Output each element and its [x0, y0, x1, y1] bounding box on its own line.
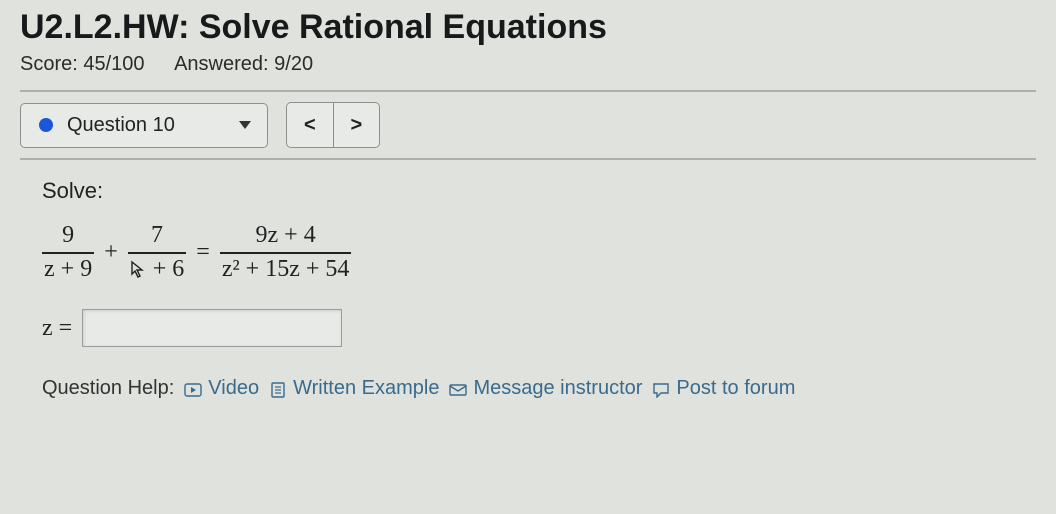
fraction-2: 7 + 6	[128, 222, 187, 283]
video-label: Video	[208, 377, 259, 400]
post-forum-link[interactable]: Post to forum	[652, 377, 795, 400]
fraction-1: 9 z + 9	[42, 222, 94, 283]
frac1-num: 9	[60, 222, 76, 252]
answer-variable: z	[42, 315, 53, 342]
written-example-link[interactable]: Written Example	[269, 377, 439, 400]
score-line: Score: 45/100 Answered: 9/20	[20, 53, 1036, 76]
frac1-den: z + 9	[42, 252, 94, 284]
status-dot-icon	[39, 118, 53, 132]
answer-row: z =	[42, 309, 1036, 347]
operator-equals: =	[196, 239, 210, 266]
message-label: Message instructor	[473, 377, 642, 400]
video-link[interactable]: Video	[184, 377, 259, 400]
question-nav: Question 10 < >	[20, 102, 1036, 148]
frac3-den: z² + 15z + 54	[220, 252, 352, 284]
message-instructor-link[interactable]: Message instructor	[449, 377, 642, 400]
problem-prompt: Solve:	[42, 178, 1036, 204]
prev-question-button[interactable]: <	[287, 103, 333, 147]
fraction-3: 9z + 4 z² + 15z + 54	[220, 222, 352, 283]
operator-plus: +	[104, 239, 118, 266]
mail-icon	[449, 381, 467, 397]
frac2-den: + 6	[128, 252, 187, 284]
answer-input[interactable]	[82, 309, 342, 347]
next-question-button[interactable]: >	[333, 103, 379, 147]
document-icon	[269, 381, 287, 397]
frac2-num: 7	[149, 222, 165, 252]
video-icon	[184, 381, 202, 397]
question-label: Question 10	[67, 114, 175, 137]
forum-label: Post to forum	[676, 377, 795, 400]
question-select[interactable]: Question 10	[20, 103, 268, 148]
help-label: Question Help:	[42, 377, 174, 400]
answer-equals: =	[59, 315, 73, 342]
score-value: Score: 45/100	[20, 53, 145, 75]
caret-down-icon	[239, 121, 251, 129]
divider-top	[20, 90, 1036, 92]
page-title: U2.L2.HW: Solve Rational Equations	[20, 8, 1036, 47]
divider-nav	[20, 158, 1036, 160]
written-label: Written Example	[293, 377, 439, 400]
help-row: Question Help: Video Written Example Mes…	[42, 377, 1036, 400]
chat-icon	[652, 381, 670, 397]
answered-value: Answered: 9/20	[174, 53, 313, 75]
frac3-num: 9z + 4	[254, 222, 318, 252]
question-pager: < >	[286, 102, 380, 148]
equation: 9 z + 9 + 7 + 6 = 9z + 4 z² + 15z + 54	[42, 222, 1036, 283]
frac2-den-text: + 6	[147, 256, 185, 282]
cursor-icon	[130, 260, 146, 280]
